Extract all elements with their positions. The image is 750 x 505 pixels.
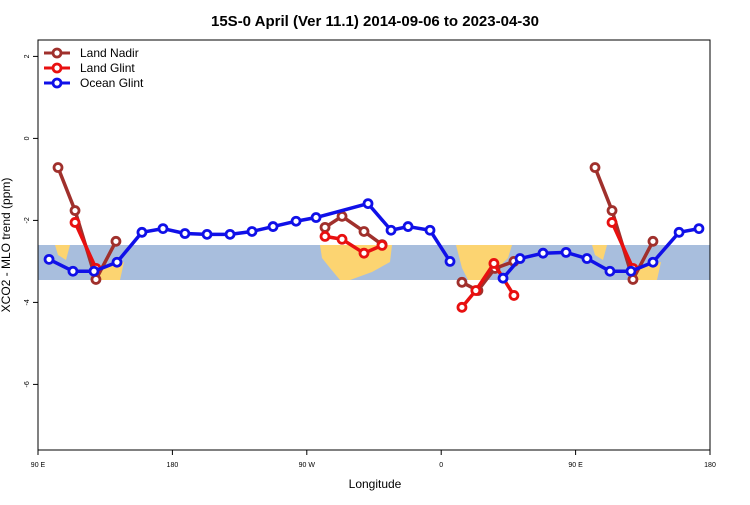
data-point <box>310 212 322 223</box>
data-point <box>110 235 122 247</box>
x-tick-label: 90 E <box>568 462 583 469</box>
legend-label: Ocean Glint <box>80 76 144 90</box>
data-point <box>246 226 258 237</box>
y-tick-label: -2 <box>24 217 31 223</box>
legend-label: Land Glint <box>80 61 135 75</box>
y-axis-label: XCO2 - MLO trend (ppm) <box>0 178 13 313</box>
data-point <box>319 230 331 242</box>
data-point <box>508 290 520 301</box>
data-point <box>52 162 64 173</box>
data-point <box>111 256 123 268</box>
data-point <box>336 233 348 245</box>
data-point <box>88 265 100 277</box>
x-tick-label: 90 E <box>31 462 46 469</box>
data-point <box>606 205 618 216</box>
data-point <box>69 205 81 216</box>
data-point <box>179 228 191 239</box>
data-point <box>358 226 370 237</box>
data-point <box>90 274 102 285</box>
data-point <box>537 247 549 259</box>
data-point <box>424 224 436 236</box>
data-point <box>290 215 302 227</box>
data-point <box>647 256 659 268</box>
data-point <box>514 253 526 264</box>
plot-frame <box>37 39 711 451</box>
data-point <box>67 265 79 277</box>
data-point <box>336 210 348 222</box>
data-point <box>606 217 618 228</box>
data-point <box>693 223 705 235</box>
chart-title: 15S-0 April (Ver 11.1) 2014-09-06 to 202… <box>211 13 539 30</box>
data-point <box>376 240 388 251</box>
data-point <box>488 258 500 269</box>
data-point <box>456 276 468 288</box>
y-tick-label: 0 <box>24 136 31 140</box>
y-tick-label: -4 <box>24 299 31 305</box>
data-point <box>224 228 236 240</box>
data-point <box>497 272 509 284</box>
data-point <box>581 253 593 264</box>
data-point <box>647 235 659 247</box>
data-point <box>358 247 370 259</box>
map-background <box>38 245 710 280</box>
y-tick-label: -6 <box>24 381 31 387</box>
x-tick-label: 180 <box>704 462 716 469</box>
series-line <box>73 221 635 309</box>
legend-marker <box>51 47 63 59</box>
data-point <box>69 217 81 228</box>
data-point <box>625 265 637 277</box>
data-point <box>385 224 397 236</box>
data-point <box>673 226 685 238</box>
data-point <box>402 221 414 232</box>
legend-marker <box>51 62 63 74</box>
x-tick-label: 90 W <box>299 462 316 469</box>
x-tick-label: 180 <box>167 462 179 469</box>
data-point <box>627 274 639 285</box>
data-point <box>362 198 374 209</box>
data-point <box>136 226 148 238</box>
legend-label: Land Nadir <box>80 46 139 60</box>
data-point <box>604 265 616 277</box>
data-point <box>444 255 456 267</box>
data-point <box>43 253 55 265</box>
data-point <box>319 221 331 233</box>
data-point <box>267 221 279 232</box>
x-axis-label: Longitude <box>349 477 402 491</box>
data-point <box>201 228 213 240</box>
legend-marker <box>51 77 63 89</box>
data-point <box>456 301 468 313</box>
data-point <box>470 285 482 296</box>
data-point <box>560 246 572 258</box>
x-tick-label: 0 <box>439 462 443 469</box>
data-point <box>589 162 601 173</box>
data-point <box>157 223 169 235</box>
y-tick-label: 2 <box>24 54 31 58</box>
